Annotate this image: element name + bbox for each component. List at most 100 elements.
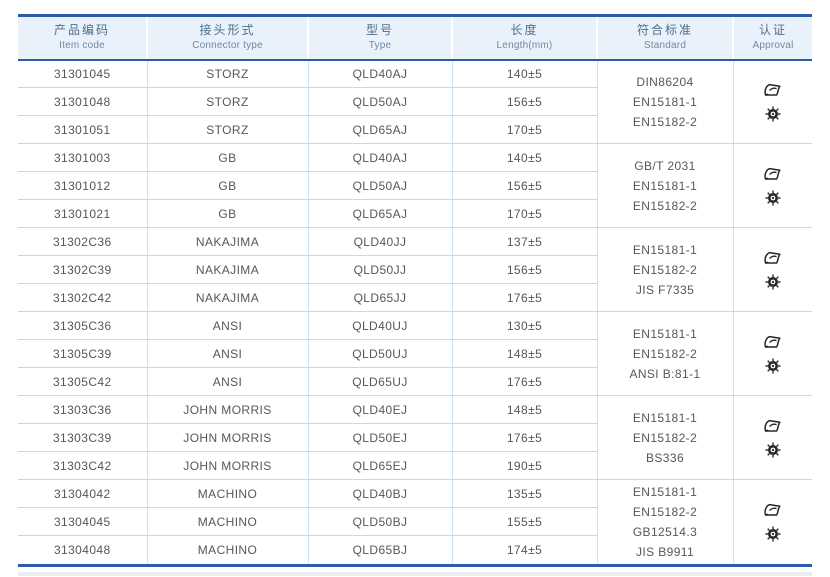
header-row: 产品编码 Item code 接头形式 Connector type 型号 Type 长度 L… (18, 14, 812, 61)
wheelmark-icon (765, 526, 781, 542)
column-header-zh: 型号 (365, 23, 394, 38)
type-cell: QLD40AJ (307, 143, 452, 172)
connector-type-cell: ANSI (146, 311, 308, 340)
length-cell: 156±5 (451, 87, 597, 116)
item-code-cell: 31301045 (18, 59, 147, 88)
standard-line: ANSI B:81-1 (629, 366, 701, 381)
type-cell: QLD40BJ (307, 479, 452, 508)
type-cell: QLD40JJ (307, 227, 452, 256)
type-cell: QLD40EJ (307, 395, 452, 424)
item-code-cell: 31303C42 (18, 451, 147, 480)
item-code-cell: 31301021 (18, 199, 147, 228)
item-code-cell: 31301012 (18, 171, 147, 200)
column-header-approval: 认证 Approval (732, 14, 812, 61)
column-header-en: Standard (643, 40, 687, 52)
standard-line: EN15181-1 (632, 410, 698, 425)
length-cell: 156±5 (451, 171, 597, 200)
type-cell: QLD40UJ (307, 311, 452, 340)
item-code-cell: 31304045 (18, 507, 147, 536)
item-code-cell: 31302C42 (18, 283, 147, 312)
approval-cell (732, 143, 813, 228)
approval-icons (734, 166, 813, 206)
table-row: 31301012 GB QLD50AJ 156±5 (18, 171, 812, 200)
connector-type-cell: ANSI (146, 339, 308, 368)
column-header-zh: 接头形式 (199, 23, 256, 38)
certificate-flag-icon (762, 418, 783, 433)
standard-line: EN15181-1 (632, 178, 698, 193)
standard-line: DIN86204 (636, 74, 694, 89)
length-cell: 137±5 (451, 227, 597, 256)
item-code-cell: 31302C39 (18, 255, 147, 284)
length-cell: 176±5 (451, 283, 597, 312)
column-header-zh: 认证 (758, 23, 787, 38)
connector-type-cell: JOHN MORRIS (146, 451, 308, 480)
wheelmark-icon (765, 358, 781, 374)
table-row: 31304045 MACHINO QLD50BJ 155±5 (18, 507, 812, 536)
table-row: 31303C39 JOHN MORRIS QLD50EJ 176±5 (18, 423, 812, 452)
type-cell: QLD50UJ (307, 339, 452, 368)
connector-type-cell: MACHINO (146, 479, 308, 508)
length-cell: 170±5 (451, 199, 597, 228)
wheelmark-icon (765, 442, 781, 458)
table-row: 31301045 STORZ QLD40AJ 140±5 DIN86204 EN15181… (18, 59, 812, 144)
column-header-en: Approval (752, 40, 794, 52)
column-header-type: 型号 Type (307, 14, 452, 61)
table-row: 31302C39 NAKAJIMA QLD50JJ 156±5 (18, 255, 812, 284)
approval-cell (732, 59, 813, 144)
type-cell: QLD40AJ (307, 59, 452, 88)
length-cell: 156±5 (451, 255, 597, 284)
standard-line: EN15181-1 (632, 242, 698, 257)
type-cell: QLD65UJ (307, 367, 452, 396)
table-row: 31304048 MACHINO QLD65BJ 174±5 (18, 535, 812, 564)
standard-cell: EN15181-1 EN15182-2 ANSI B:81-1 (596, 311, 733, 396)
standard-line: EN15182-2 (632, 198, 698, 213)
table-row: 31305C36 ANSI QLD40UJ 130±5 EN15181-1 EN15182… (18, 311, 812, 396)
wheelmark-icon (765, 106, 781, 122)
certificate-flag-icon (762, 334, 783, 349)
column-header-en: Type (368, 40, 392, 52)
table-row: 31301003 GB QLD40AJ 140±5 GB/T 2031 EN15181-1… (18, 143, 812, 228)
standard-line: GB/T 2031 (634, 158, 696, 173)
approval-icons (734, 250, 813, 290)
connector-type-cell: STORZ (146, 87, 308, 116)
standard-line: EN15181-1 (632, 484, 698, 499)
table-row: 31301021 GB QLD65AJ 170±5 (18, 199, 812, 228)
connector-type-cell: NAKAJIMA (146, 227, 308, 256)
length-cell: 140±5 (451, 143, 597, 172)
length-cell: 174±5 (451, 535, 597, 564)
wheelmark-icon (765, 190, 781, 206)
type-cell: QLD50EJ (307, 423, 452, 452)
column-header-en: Connector type (192, 40, 263, 52)
standard-line: GB12514.3 (632, 524, 698, 539)
length-cell: 130±5 (451, 311, 597, 340)
standard-line: BS336 (645, 450, 685, 465)
column-header-en: Item code (59, 40, 105, 52)
item-code-cell: 31305C42 (18, 367, 147, 396)
type-cell: QLD65AJ (307, 199, 452, 228)
length-cell: 140±5 (451, 59, 597, 88)
table-row: 31303C36 JOHN MORRIS QLD40EJ 148±5 EN15181-1… (18, 395, 812, 480)
connector-type-cell: STORZ (146, 59, 308, 88)
approval-cell (732, 227, 813, 312)
item-code-cell: 31304048 (18, 535, 147, 564)
connector-type-cell: MACHINO (146, 535, 308, 564)
item-code-cell: 31303C39 (18, 423, 147, 452)
approval-cell (732, 311, 813, 396)
standard-cell: EN15181-1 EN15182-2 GB12514.3 JIS B9911 (596, 479, 733, 564)
wheelmark-icon (765, 274, 781, 290)
approval-icons (734, 334, 813, 374)
type-cell: QLD65BJ (307, 535, 452, 564)
length-cell: 135±5 (451, 479, 597, 508)
approval-cell (732, 479, 812, 564)
item-code-cell: 31305C36 (18, 311, 147, 340)
standard-line: EN15181-1 (632, 326, 698, 341)
approval-icons (734, 418, 813, 458)
table-row: 31303C42 JOHN MORRIS QLD65EJ 190±5 (18, 451, 812, 480)
type-cell: QLD50AJ (307, 171, 452, 200)
connector-type-cell: MACHINO (146, 507, 308, 536)
approval-icons (734, 82, 813, 122)
connector-type-cell: JOHN MORRIS (146, 395, 308, 424)
length-cell: 155±5 (451, 507, 597, 536)
standard-cell: EN15181-1 EN15182-2 JIS F7335 (596, 227, 733, 312)
